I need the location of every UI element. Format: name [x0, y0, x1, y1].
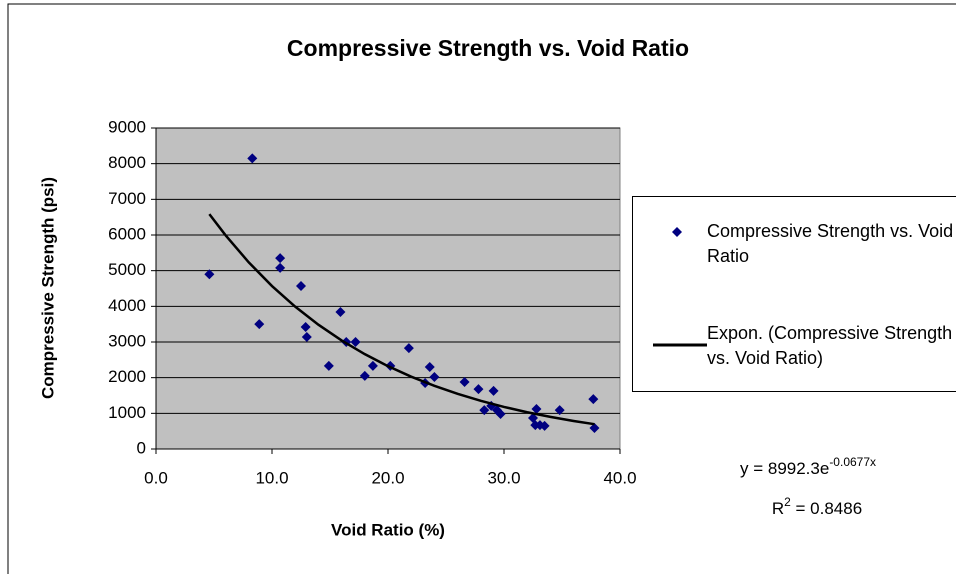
data-point — [323, 360, 334, 371]
y-tick-label: 0 — [137, 438, 146, 457]
trend-equation: y = 8992.3e-0.0677x — [740, 455, 876, 478]
data-point — [473, 384, 484, 395]
data-point — [275, 253, 286, 264]
data-point — [350, 337, 361, 347]
r-squared: R2 = 0.8486 — [772, 495, 862, 518]
legend-key — [653, 343, 707, 347]
data-point — [539, 420, 550, 431]
legend-key — [672, 227, 682, 237]
equation-exponent: -0.0677x — [829, 455, 876, 469]
data-point — [359, 370, 370, 381]
data-point — [367, 360, 378, 371]
y-tick-label: 8000 — [108, 153, 146, 172]
data-point — [588, 394, 599, 405]
r-squared-value: = 0.8486 — [791, 499, 862, 518]
data-point — [531, 404, 542, 415]
trendline — [208, 213, 595, 426]
data-point — [301, 332, 312, 343]
y-tick-label: 2000 — [108, 367, 146, 386]
data-point — [424, 361, 435, 372]
data-point — [403, 343, 414, 354]
equation-base: y = 8992.3e — [740, 459, 829, 478]
chart-title: Compressive Strength vs. Void Ratio — [287, 35, 689, 61]
y-tick-label: 7000 — [108, 189, 146, 208]
legend: Compressive Strength vs. Void Ratio Expon… — [632, 196, 956, 392]
data-point — [589, 422, 600, 433]
y-tick-label: 3000 — [108, 331, 146, 350]
x-tick-label: 40.0 — [603, 468, 636, 487]
x-tick-label: 30.0 — [487, 468, 520, 487]
y-tick-label: 5000 — [108, 260, 146, 279]
y-tick-label: 6000 — [108, 224, 146, 243]
data-point — [296, 281, 306, 292]
y-tick-label: 1000 — [108, 403, 146, 422]
legend-label: Compressive Strength vs. Void Ratio — [707, 221, 954, 266]
x-tick-label: 10.0 — [255, 468, 288, 487]
data-point — [204, 269, 215, 280]
data-point — [254, 319, 265, 330]
data-point — [495, 409, 506, 420]
x-axis-label: Void Ratio (%) — [331, 520, 445, 539]
x-tick-label: 0.0 — [144, 468, 168, 487]
data-point — [429, 371, 440, 382]
plot-area — [155, 127, 621, 450]
legend-label: Expon. (Compressive Strength vs. Void Ra… — [707, 323, 953, 368]
data-point — [459, 376, 470, 387]
r-squared-prefix: R — [772, 499, 784, 518]
y-tick-label: 9000 — [108, 117, 146, 136]
x-tick-label: 20.0 — [371, 468, 404, 487]
y-tick-label: 4000 — [108, 296, 146, 315]
data-point — [554, 405, 565, 416]
r-squared-power: 2 — [784, 495, 791, 509]
data-point — [300, 322, 311, 333]
data-point — [479, 405, 490, 416]
legend-marker — [672, 227, 682, 237]
data-point — [247, 153, 258, 164]
y-axis-label: Compressive Strength (psi) — [38, 177, 57, 399]
data-point — [335, 307, 346, 318]
data-point — [488, 385, 499, 396]
data-point — [275, 262, 286, 273]
